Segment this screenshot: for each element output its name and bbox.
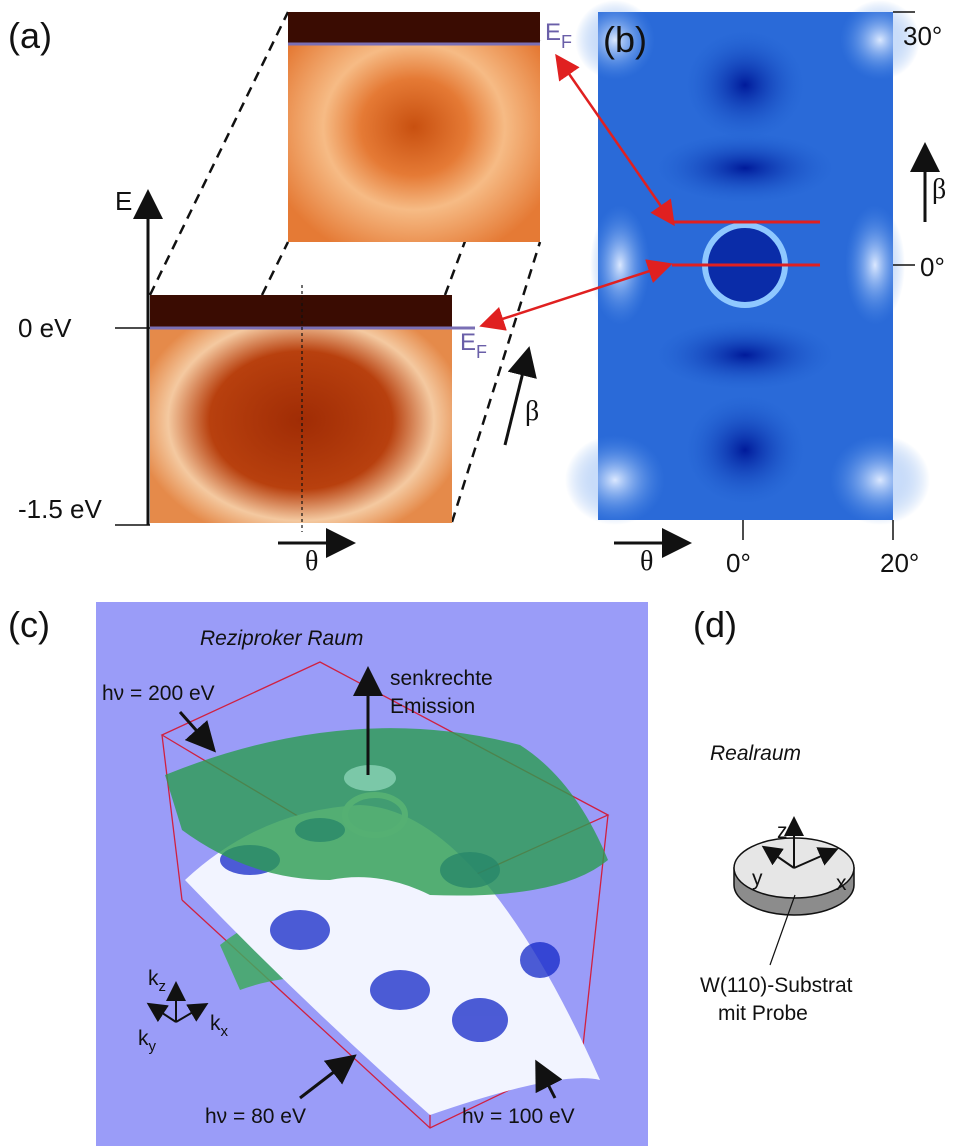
real-axes [761, 816, 839, 869]
axis-label: kz [148, 967, 166, 995]
axis-label: z [777, 820, 788, 843]
tick-label: -1.5 eV [18, 494, 102, 524]
theta-label: θ [640, 546, 653, 577]
panel-label: (c) [8, 604, 50, 645]
axis-sub: z [159, 978, 167, 995]
panel-label: (b) [603, 19, 647, 60]
axis-label: ky [138, 1027, 157, 1055]
bottom-heatmap [150, 285, 475, 532]
k-axes [146, 981, 209, 1023]
axis-label: kx [210, 1012, 229, 1040]
beta-arrow [503, 346, 537, 446]
panel-label: (a) [8, 15, 52, 56]
sample-label: W(110)-Substrat [700, 974, 853, 997]
beta-label: β [525, 396, 539, 427]
tick-label: 30° [903, 21, 942, 51]
axis-main: k [210, 1012, 221, 1035]
axis-label: E [115, 186, 132, 216]
axis-label: y [752, 867, 763, 890]
fermi-main: E [545, 19, 561, 46]
tick-label: 0° [726, 548, 751, 578]
top-heatmap [288, 12, 540, 242]
theta-label: θ [305, 546, 318, 577]
panel-a: (a) EF EF E 0 eV -1.5 eV θ β [8, 11, 572, 577]
surface-label: hν = 100 eV [462, 1105, 575, 1128]
panel-title: Realraum [710, 742, 801, 765]
tick-label: 20° [880, 548, 919, 578]
link-arrow [479, 259, 673, 331]
beta-label: β [932, 174, 946, 205]
surface-200ev [165, 728, 608, 896]
normal-spot [344, 765, 396, 791]
pointer-arrow [535, 1059, 563, 1099]
panel-d: (d) Realraum z y x W(110)-Substrat mit P… [693, 604, 855, 1025]
normal-label: Emission [390, 695, 475, 718]
panel-title: Reziproker Raum [200, 627, 363, 650]
leader-line [769, 894, 796, 966]
axis-main: k [138, 1027, 149, 1050]
sample-label: mit Probe [718, 1002, 808, 1025]
fermi-sub: F [476, 342, 487, 362]
blue-heatmap [565, 0, 930, 525]
tick-label: 0 eV [18, 313, 72, 343]
fermi-main: E [460, 329, 476, 356]
axis-label: x [836, 872, 847, 895]
axis-sub: x [221, 1023, 229, 1040]
fermi-sub: F [561, 32, 572, 52]
tick-label: 0° [920, 252, 945, 282]
pointer-arrow [299, 1054, 357, 1100]
pointer-arrow [178, 711, 216, 753]
normal-label: senkrechte [390, 667, 493, 690]
panel-c: (c) Reziproker Raum senkrechte Emission … [8, 602, 648, 1146]
fermi-label: EF [460, 329, 487, 362]
link-arrow [555, 53, 675, 227]
fermi-label: EF [545, 19, 572, 52]
axis-main: k [148, 967, 159, 990]
panel-b: (b) 30° 0° β θ 0° 20° [479, 0, 946, 578]
surface-label: hν = 200 eV [102, 682, 215, 705]
axis-sub: y [149, 1038, 157, 1055]
surface-label: hν = 80 eV [205, 1105, 306, 1128]
panel-label: (d) [693, 604, 737, 645]
